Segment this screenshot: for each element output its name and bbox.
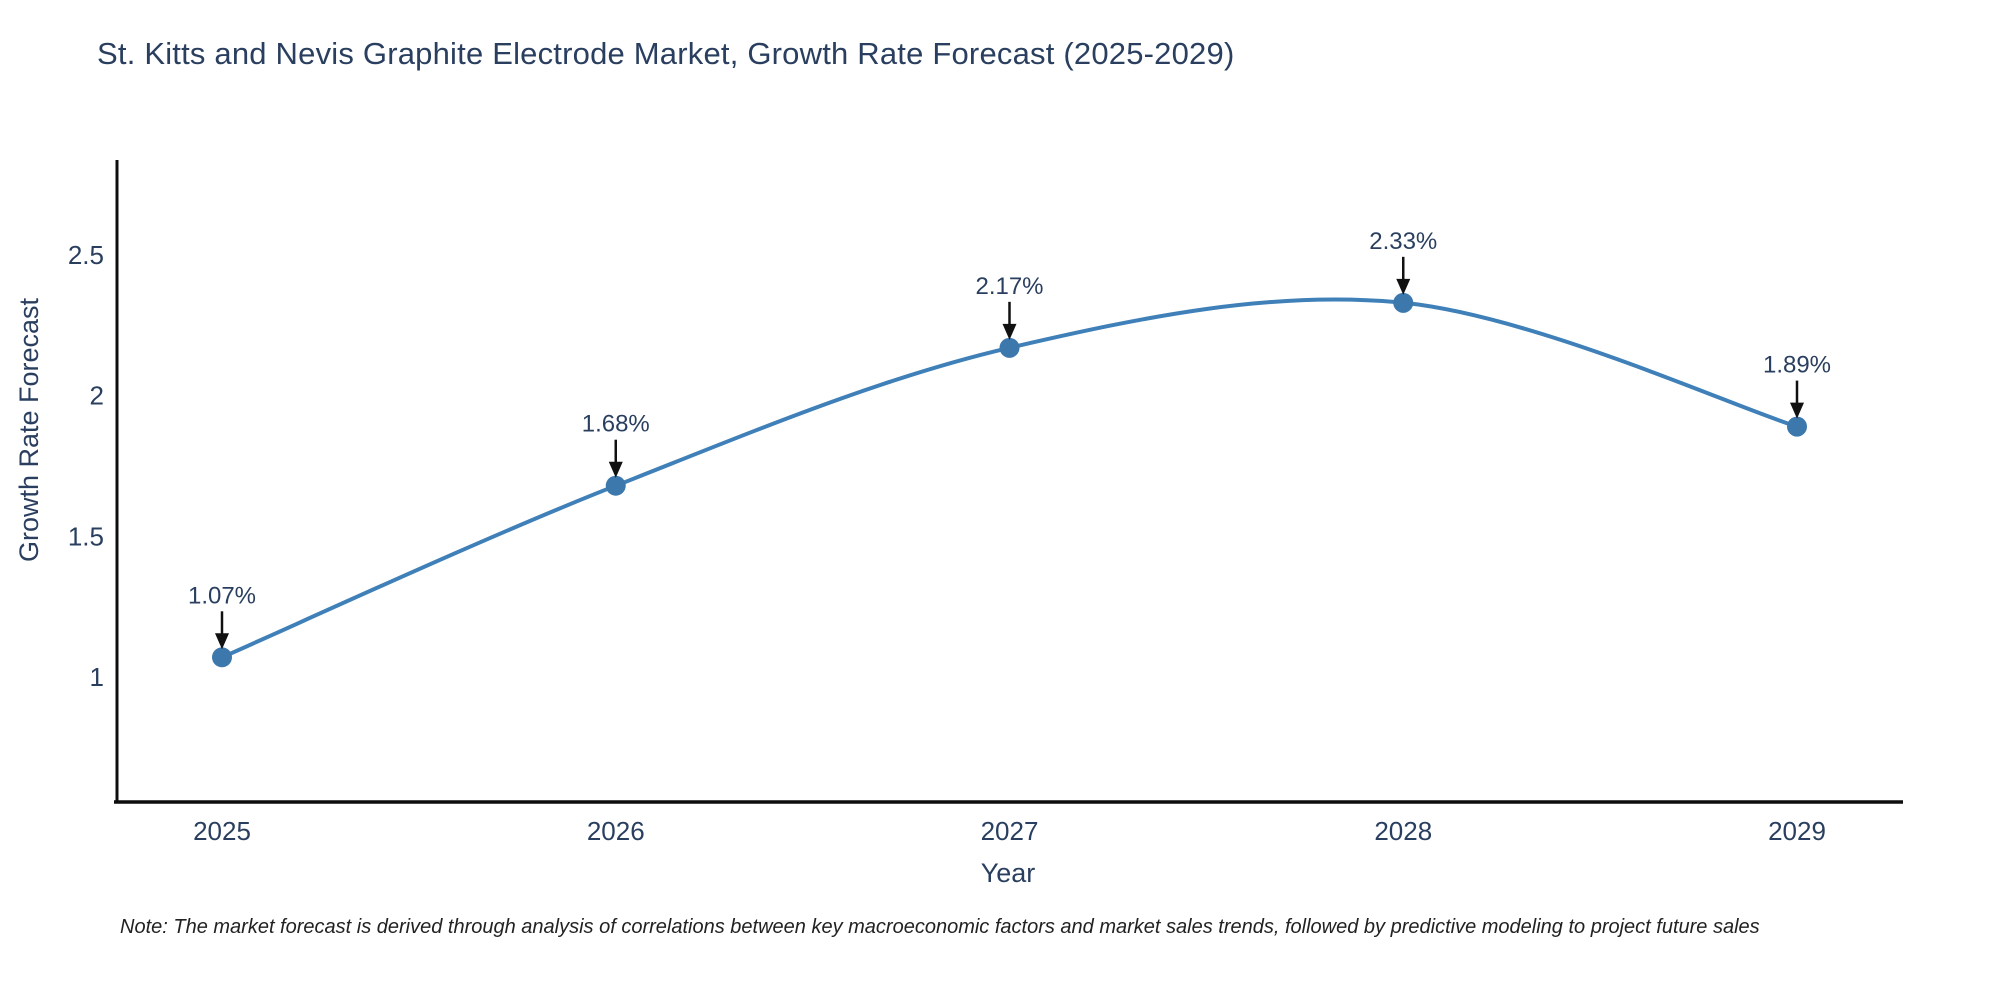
footnote: Note: The market forecast is derived thr… xyxy=(120,916,1760,938)
x-tick-label: 2026 xyxy=(587,816,645,846)
y-tick-label: 1 xyxy=(90,662,104,692)
data-point-marker xyxy=(1787,416,1807,437)
data-point-marker xyxy=(605,475,626,496)
annotation-arrowhead-icon xyxy=(215,633,229,650)
x-axis-title: Year xyxy=(981,858,1036,888)
point-annotations: 1.07% 1.68% 2.17% 2.33% 1.89% xyxy=(188,228,1831,650)
data-point-markers xyxy=(212,292,1807,668)
y-axis-title: Growth Rate Forecast xyxy=(14,297,44,562)
data-point-marker xyxy=(1393,292,1414,313)
data-point-marker xyxy=(212,647,232,668)
y-tick-label: 1.5 xyxy=(68,521,104,551)
y-axis-tick-labels: 1 1.5 2 2.5 xyxy=(68,240,104,692)
x-tick-label: 2028 xyxy=(1374,816,1432,846)
annotation-arrowhead-icon xyxy=(1396,278,1411,295)
x-tick-label: 2027 xyxy=(981,816,1039,846)
x-tick-label: 2025 xyxy=(193,816,251,846)
annotation-arrowhead-icon xyxy=(1002,323,1017,340)
x-axis-tick-labels: 2025 2026 2027 2028 2029 xyxy=(193,816,1826,846)
annotation-arrowhead-icon xyxy=(608,461,623,478)
point-value-label: 2.33% xyxy=(1369,228,1437,255)
point-value-label: 1.89% xyxy=(1763,352,1831,379)
data-point-marker xyxy=(999,337,1020,358)
annotation-arrowhead-icon xyxy=(1790,402,1804,419)
chart-title: St. Kitts and Nevis Graphite Electrode M… xyxy=(97,36,1235,71)
point-value-label: 2.17% xyxy=(975,273,1043,300)
y-tick-label: 2 xyxy=(90,381,104,411)
point-value-label: 1.07% xyxy=(188,582,256,609)
y-tick-label: 2.5 xyxy=(68,240,104,270)
point-value-label: 1.68% xyxy=(582,411,650,438)
x-tick-label: 2029 xyxy=(1768,816,1826,846)
